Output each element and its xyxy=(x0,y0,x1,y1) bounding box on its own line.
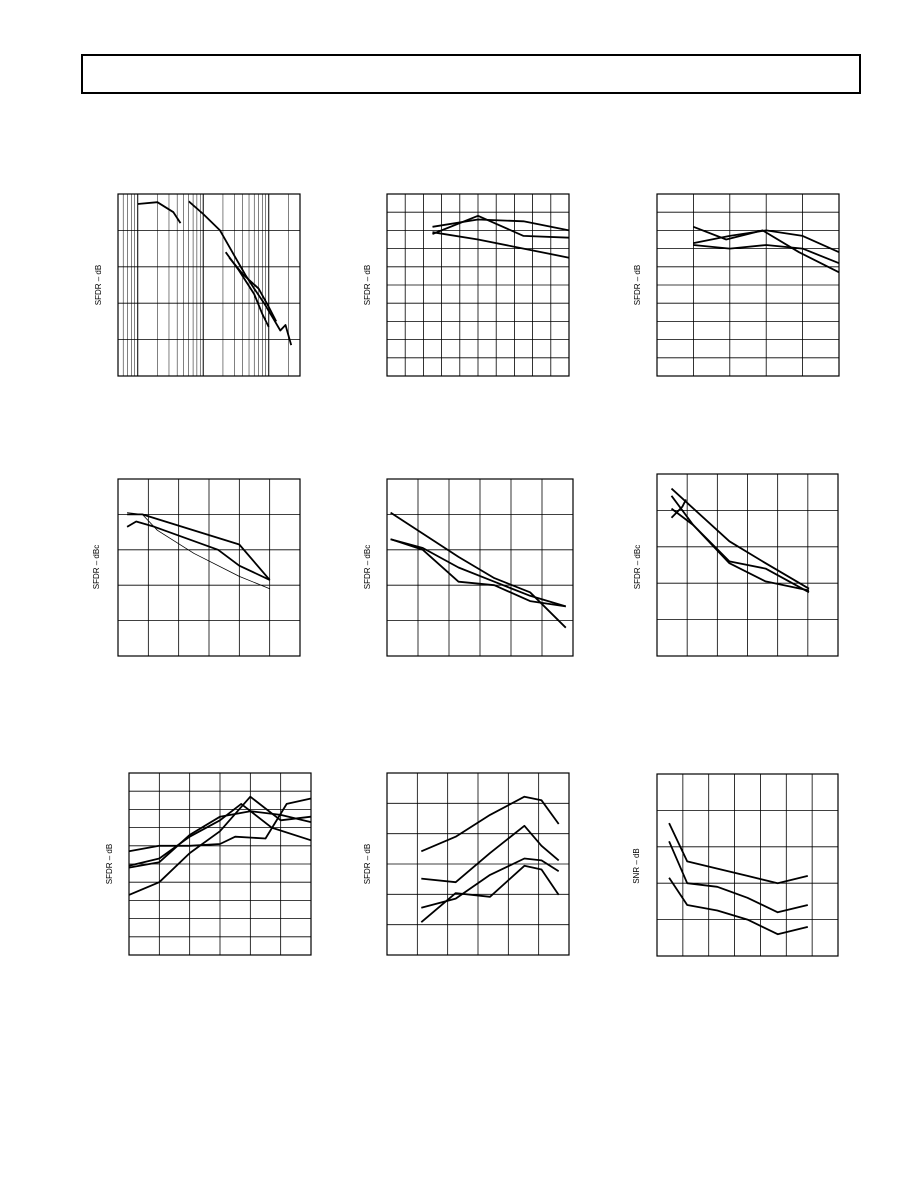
charts-group: SFDR – dB SFDR – dB SFDR – dB SFDR – dBc SFD… xyxy=(92,193,840,957)
series-line-1 xyxy=(137,201,182,224)
chart-6: SFDR – dBc xyxy=(633,473,839,657)
series-line-1 xyxy=(127,513,271,581)
y-axis-label: SFDR – dB xyxy=(363,265,372,305)
series-line-1 xyxy=(668,822,809,885)
y-axis-label: SFDR – dBc xyxy=(92,545,101,589)
series-line-1 xyxy=(432,218,570,232)
series-line-2 xyxy=(670,507,810,594)
chart-5: SFDR – dBc xyxy=(363,478,574,657)
series-line-3 xyxy=(670,495,810,592)
chart-9: SNR – dB xyxy=(632,773,839,957)
series-line-3 xyxy=(421,857,560,909)
y-axis-label: SFDR – dBc xyxy=(363,545,372,589)
series-line-2 xyxy=(126,520,271,581)
series-line-3 xyxy=(693,244,840,265)
series-line-2 xyxy=(421,824,560,884)
series-line-1 xyxy=(390,511,567,629)
gridlines xyxy=(387,479,573,656)
series-line-2 xyxy=(432,231,570,259)
y-axis-label: SFDR – dB xyxy=(94,265,103,305)
series-line-1 xyxy=(670,487,810,590)
y-axis-label: SFDR – dB xyxy=(105,844,114,884)
series-line-3 xyxy=(127,512,270,590)
chart-1: SFDR – dB xyxy=(94,193,301,377)
y-axis-label: SNR – dB xyxy=(632,848,641,884)
series-line-2 xyxy=(188,200,293,346)
series-line-3 xyxy=(432,214,570,239)
y-axis-label: SFDR – dB xyxy=(633,265,642,305)
chart-4: SFDR – dBc xyxy=(92,478,301,657)
page-header-box xyxy=(81,54,861,94)
series-line-3 xyxy=(390,538,567,608)
plot-frame xyxy=(656,773,839,957)
chart-3: SFDR – dB xyxy=(633,193,840,377)
gridlines xyxy=(657,194,839,376)
series-line-4 xyxy=(670,499,687,519)
series-line-2 xyxy=(390,538,566,608)
series-line-4 xyxy=(128,797,312,853)
chart-2: SFDR – dB xyxy=(363,193,570,377)
series-line-3 xyxy=(668,877,809,936)
series-line-4 xyxy=(420,864,560,923)
gridlines xyxy=(387,194,569,376)
series-line-2 xyxy=(693,229,840,254)
chart-8: SFDR – dB xyxy=(363,772,570,956)
series-line-1 xyxy=(420,795,560,853)
y-axis-label: SFDR – dBc xyxy=(633,545,642,589)
y-axis-label: SFDR – dB xyxy=(363,844,372,884)
plot-frame xyxy=(117,193,301,377)
gridlines xyxy=(118,479,300,656)
chart-7: SFDR – dB xyxy=(105,772,312,956)
series-line-2 xyxy=(668,840,809,914)
series-line-1 xyxy=(128,795,312,896)
series-line-4 xyxy=(228,257,278,322)
